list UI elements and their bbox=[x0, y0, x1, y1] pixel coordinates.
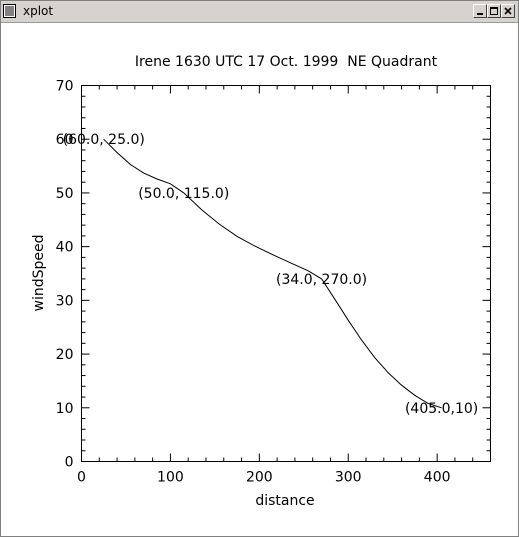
point-annotation: (60.0, 25.0) bbox=[63, 132, 145, 148]
minimize-icon bbox=[477, 13, 483, 15]
close-icon bbox=[504, 7, 512, 15]
point-annotation: (405.0,10) bbox=[405, 401, 478, 417]
maximize-button[interactable] bbox=[487, 4, 501, 18]
x-tick-label: 100 bbox=[157, 470, 184, 486]
y-tick-label: 30 bbox=[56, 293, 74, 309]
y-tick-label: 70 bbox=[56, 79, 74, 95]
point-annotation: (50.0, 115.0) bbox=[138, 186, 229, 202]
y-tick-label: 50 bbox=[56, 186, 74, 202]
window-menu-icon[interactable] bbox=[3, 4, 16, 18]
y-tick-label: 20 bbox=[56, 347, 74, 363]
y-tick-label: 40 bbox=[56, 240, 74, 256]
title-bar[interactable]: xplot bbox=[1, 1, 518, 23]
window-title: xplot bbox=[23, 4, 54, 18]
minimize-button[interactable] bbox=[473, 4, 487, 18]
y-axis-label: windSpeed bbox=[31, 235, 47, 312]
close-button[interactable] bbox=[501, 4, 515, 18]
series-line bbox=[103, 138, 442, 409]
chart-title: Irene 1630 UTC 17 Oct. 1999 NE Quadrant bbox=[135, 54, 438, 70]
point-annotation: (34.0, 270.0) bbox=[276, 272, 367, 288]
x-axis-label: distance bbox=[255, 493, 314, 509]
x-tick-label: 300 bbox=[335, 470, 362, 486]
plot-area: Irene 1630 UTC 17 Oct. 1999 NE Quadrant … bbox=[31, 54, 491, 509]
y-tick-label: 60 bbox=[56, 132, 74, 148]
maximize-icon bbox=[490, 7, 498, 15]
y-tick-label: 10 bbox=[56, 401, 74, 417]
x-tick-label: 400 bbox=[424, 470, 451, 486]
x-tick-label: 200 bbox=[246, 470, 273, 486]
x-tick-label: 0 bbox=[77, 470, 86, 486]
y-tick-label: 0 bbox=[65, 455, 74, 471]
plot-frame bbox=[81, 85, 491, 462]
